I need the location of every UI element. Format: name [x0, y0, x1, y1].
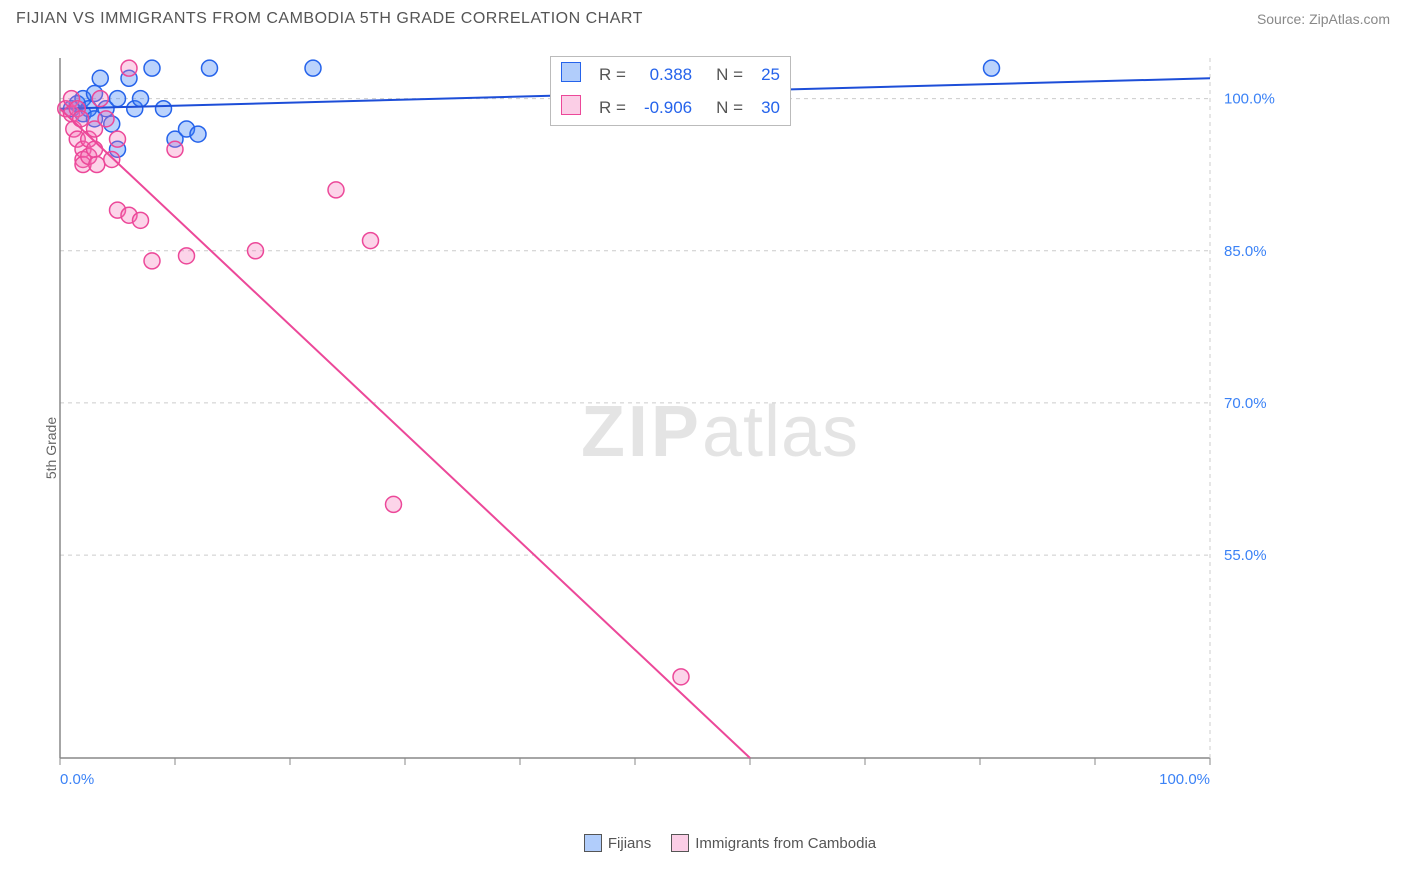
- data-point: [92, 91, 108, 107]
- data-point: [92, 70, 108, 86]
- data-point: [73, 111, 89, 127]
- stat-r-label: R =: [591, 92, 634, 123]
- stat-n-label: N =: [702, 92, 751, 123]
- stat-n-label: N =: [702, 59, 751, 90]
- svg-text:70.0%: 70.0%: [1224, 395, 1267, 412]
- data-point: [190, 126, 206, 142]
- data-point: [104, 151, 120, 167]
- svg-text:100.0%: 100.0%: [1224, 91, 1275, 108]
- svg-text:0.0%: 0.0%: [60, 771, 94, 788]
- data-point: [167, 141, 183, 157]
- chart-header: FIJIAN VS IMMIGRANTS FROM CAMBODIA 5TH G…: [0, 0, 1406, 34]
- data-point: [110, 91, 126, 107]
- data-point: [305, 60, 321, 76]
- data-point: [328, 182, 344, 198]
- series-legend: Fijians Immigrants from Cambodia: [50, 834, 1390, 852]
- data-point: [202, 60, 218, 76]
- data-point: [144, 60, 160, 76]
- data-point: [156, 101, 172, 117]
- data-point: [98, 111, 114, 127]
- data-point: [87, 141, 103, 157]
- data-point: [133, 91, 149, 107]
- stat-r-value: -0.906: [636, 92, 700, 123]
- data-point: [133, 212, 149, 228]
- source-label: Source: ZipAtlas.com: [1257, 11, 1390, 27]
- data-point: [386, 496, 402, 512]
- legend-label: Immigrants from Cambodia: [695, 835, 876, 852]
- legend-label: Fijians: [608, 835, 651, 852]
- y-axis-label: 5th Grade: [43, 417, 59, 479]
- stat-r-value: 0.388: [636, 59, 700, 90]
- data-point: [984, 60, 1000, 76]
- legend-swatch: [584, 834, 602, 852]
- data-point: [121, 60, 137, 76]
- data-point: [363, 233, 379, 249]
- stat-n-value: 25: [753, 59, 788, 90]
- stat-n-value: 30: [753, 92, 788, 123]
- legend-swatch: [561, 95, 581, 115]
- chart-title: FIJIAN VS IMMIGRANTS FROM CAMBODIA 5TH G…: [16, 10, 643, 28]
- svg-text:100.0%: 100.0%: [1159, 771, 1210, 788]
- chart-container: 5th Grade 100.0%85.0%70.0%55.0%0.0%100.0…: [50, 48, 1390, 848]
- data-point: [179, 248, 195, 264]
- data-point: [110, 131, 126, 147]
- data-point: [89, 157, 105, 173]
- data-point: [144, 253, 160, 269]
- data-point: [248, 243, 264, 259]
- svg-text:85.0%: 85.0%: [1224, 243, 1267, 260]
- stat-r-label: R =: [591, 59, 634, 90]
- scatter-plot: 100.0% 85.0% 70.0% 55.0% 0.0% 100.0%: [50, 48, 1300, 808]
- correlation-stats-box: R =0.388N =25 R =-0.906N =30: [550, 56, 791, 126]
- svg-text:55.0%: 55.0%: [1224, 547, 1267, 564]
- legend-swatch: [561, 62, 581, 82]
- legend-swatch: [671, 834, 689, 852]
- trend-line: [60, 109, 750, 758]
- data-point: [673, 669, 689, 685]
